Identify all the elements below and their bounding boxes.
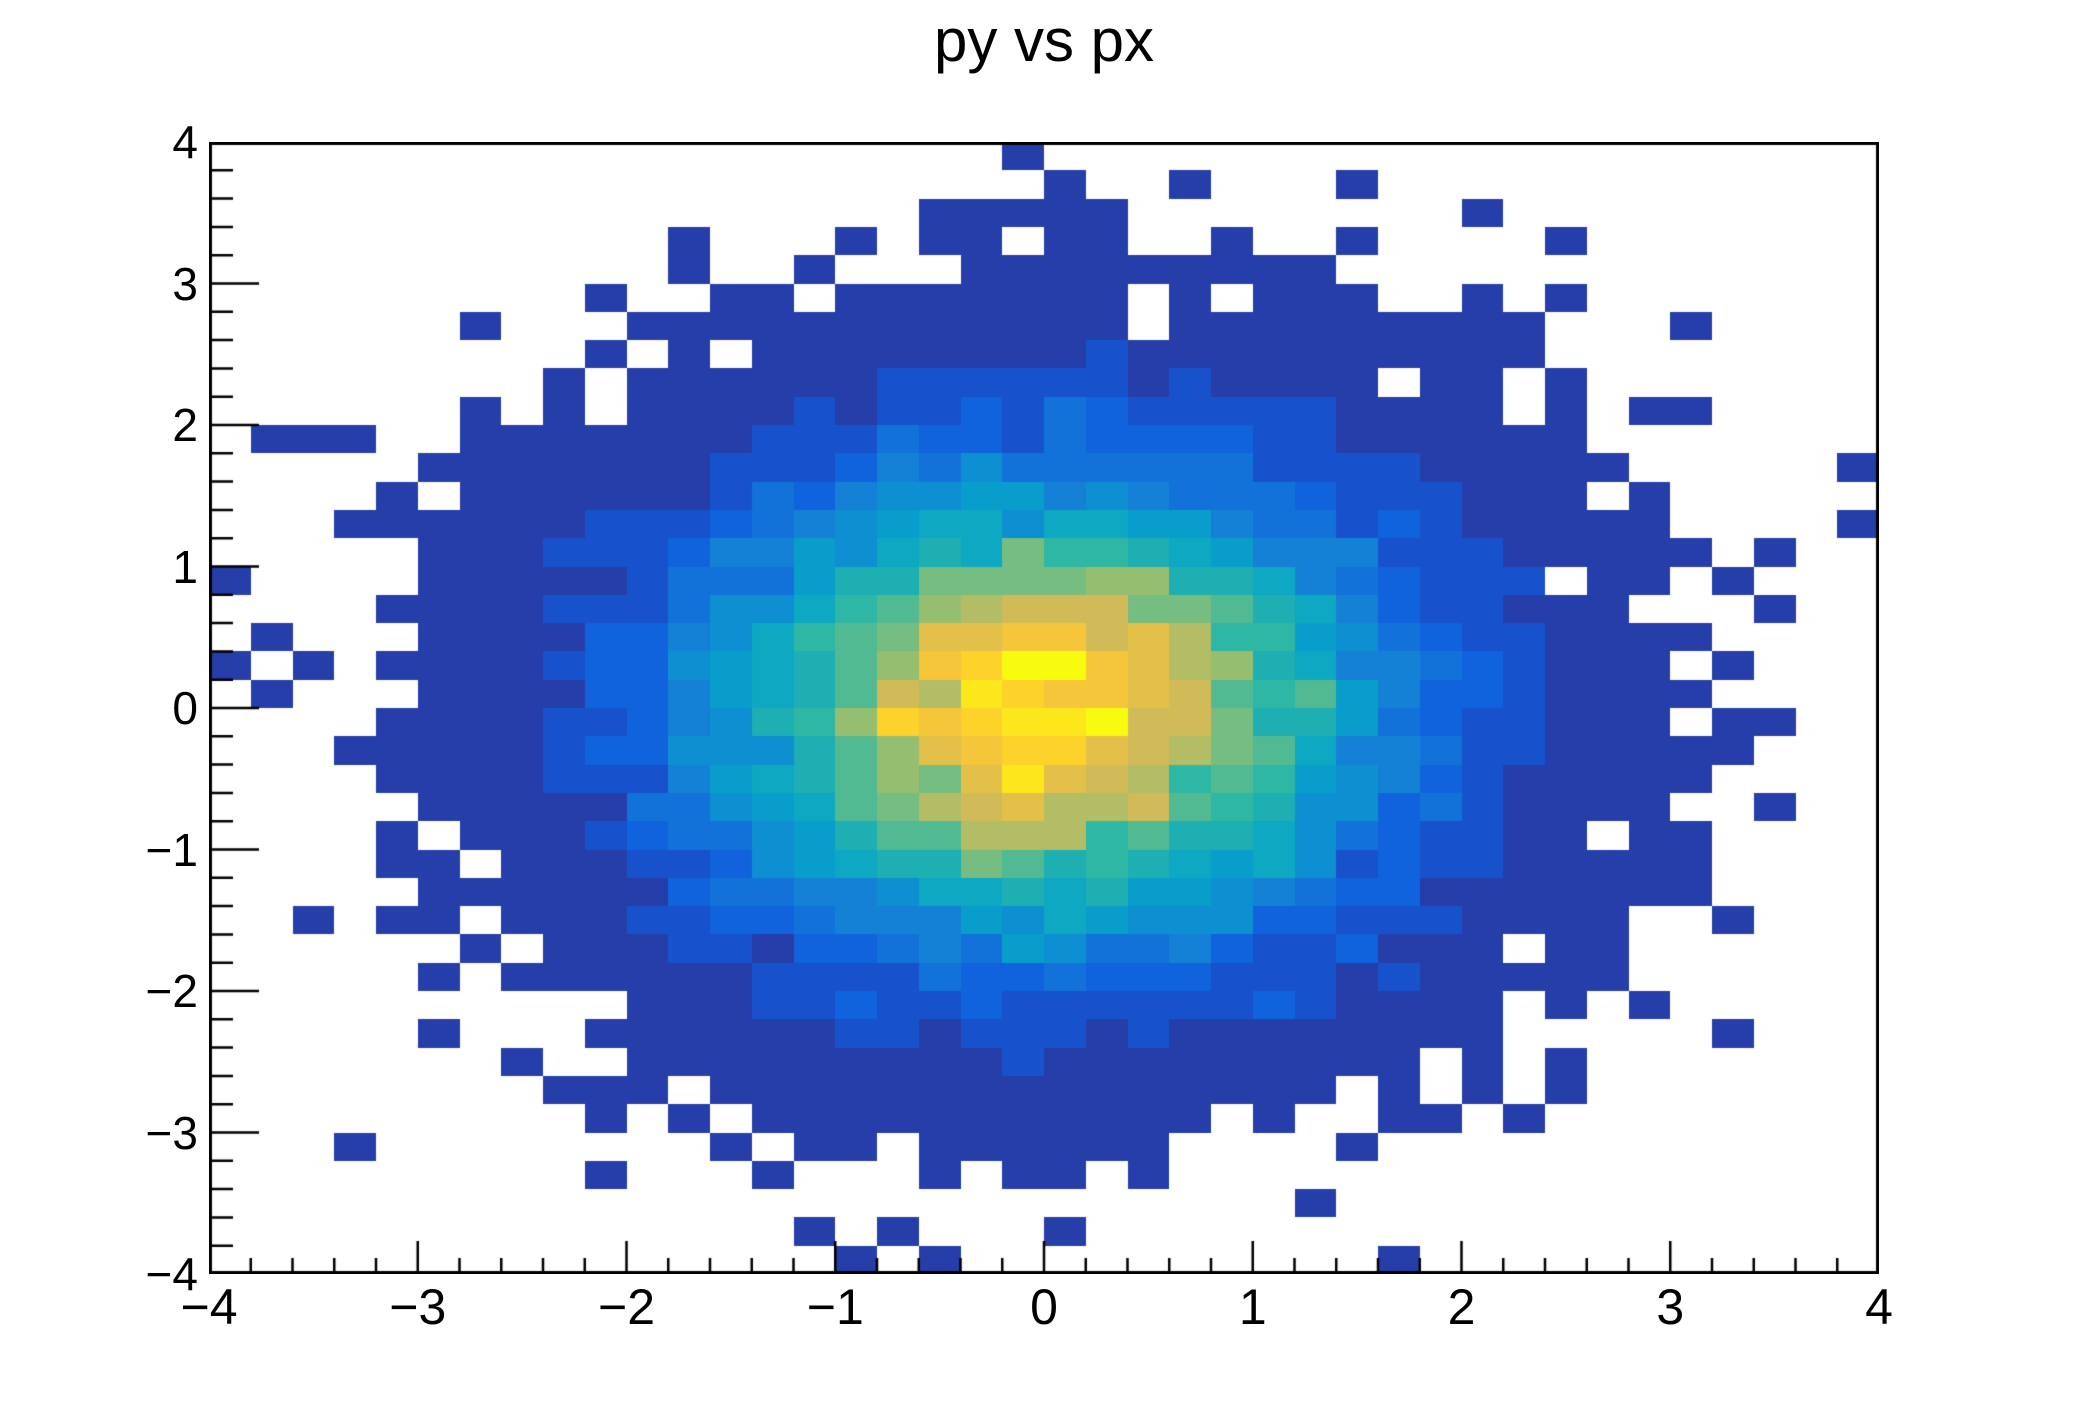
chart-title: py vs px xyxy=(933,7,1155,74)
x-tick-label: 1 xyxy=(1238,1279,1267,1335)
x-tick-label: −3 xyxy=(389,1279,447,1335)
x-tick-label: −1 xyxy=(806,1279,864,1335)
x-tick-label: 3 xyxy=(1656,1279,1685,1335)
y-tick-label: 3 xyxy=(172,257,198,310)
y-tick-label: 4 xyxy=(172,116,198,168)
x-tick-label: −2 xyxy=(597,1279,656,1335)
x-axis-labels: −4 −3 −2 −1 0 1 2 3 4 xyxy=(180,1278,1892,1342)
y-tick-label: −4 xyxy=(145,1248,198,1300)
x-tick-label: −4 xyxy=(180,1279,238,1335)
y-tick-label: 2 xyxy=(172,399,198,451)
y-tick-label: −3 xyxy=(145,1106,198,1159)
y-tick-label: 1 xyxy=(172,540,198,593)
x-tick-label: 2 xyxy=(1447,1279,1476,1335)
y-tick-label: 0 xyxy=(172,682,198,734)
y-axis-labels: 4 3 2 1 0 −1 −2 −3 −4 xyxy=(0,116,198,1300)
x-tick-label: 0 xyxy=(1030,1279,1058,1335)
histogram-plot xyxy=(209,142,1879,1274)
y-tick-label: −1 xyxy=(145,823,198,876)
y-tick-label: −2 xyxy=(145,965,198,1017)
x-tick-label: 4 xyxy=(1865,1279,1893,1335)
